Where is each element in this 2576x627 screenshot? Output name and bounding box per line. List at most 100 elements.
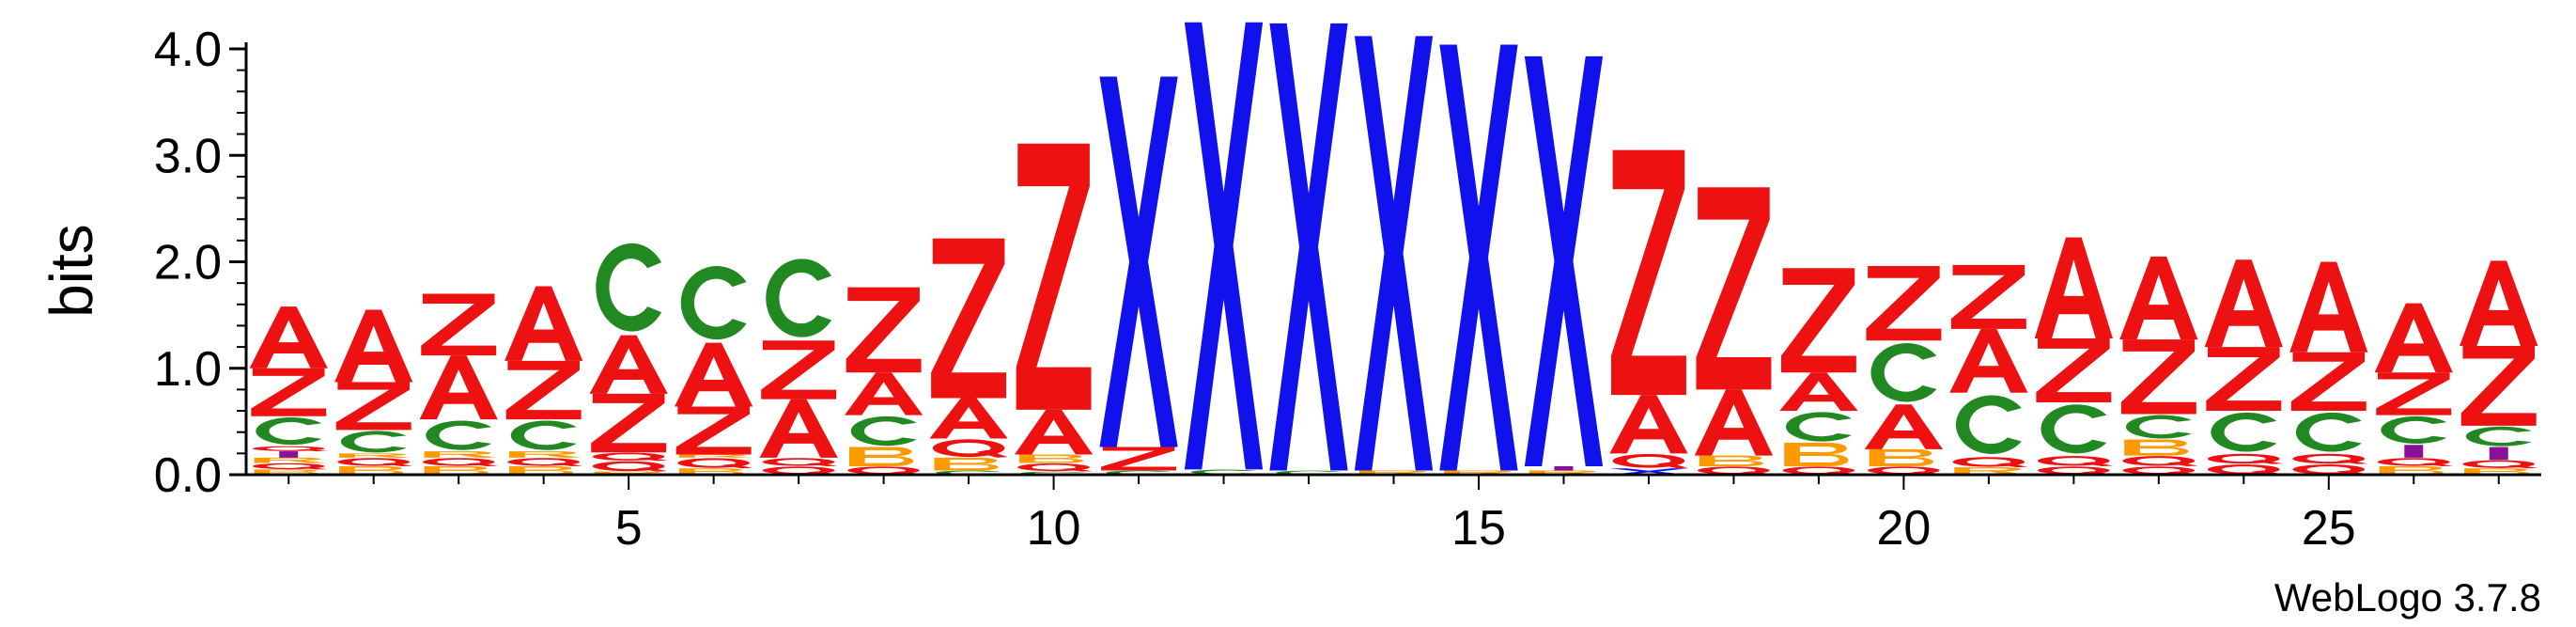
- logo-letter-Z: [335, 382, 411, 431]
- logo-letter-Q: [2292, 464, 2368, 475]
- logo-letter-Q: [2038, 456, 2113, 466]
- logo-letter-Q: [762, 458, 838, 466]
- x-tick-label: 5: [615, 501, 643, 556]
- chart-axes: 0.0 1.0 2.0 3.0 4.0 5 10 15 20 25 bits: [38, 23, 2541, 556]
- logo-letter-C: [2125, 415, 2192, 439]
- logo-letter-Z: [1866, 266, 1942, 341]
- logo-letter-Q: [2207, 453, 2283, 464]
- logo-letter-X: [1184, 22, 1264, 470]
- logo-letter-Q: [592, 461, 668, 472]
- logo-letter-C: [2211, 412, 2277, 452]
- logo-letter-C: [850, 415, 917, 447]
- logo-letter-Q: [507, 458, 583, 466]
- logo-letter-Z: [1101, 447, 1177, 471]
- logo-letter-B: [2124, 439, 2189, 456]
- logo-letter-B: [2464, 468, 2529, 475]
- logo-letter-Q: [1952, 457, 2028, 468]
- logo-letter-Z: [1950, 264, 2026, 329]
- logo-letter-B: [1018, 454, 1084, 463]
- x-ticks: 5 10 15 20 25: [287, 475, 2500, 556]
- logo-letter-A: [589, 335, 668, 394]
- logo-letter-Q: [2292, 453, 2368, 464]
- logo-letter-C: [2381, 415, 2447, 445]
- logo-letter-X: [1439, 44, 1518, 471]
- logo-letter-B: [934, 457, 999, 471]
- logo-letter-Q: [2377, 458, 2453, 466]
- logo-letter-A: [2460, 260, 2538, 346]
- logo-letter-Z: [591, 393, 667, 453]
- logo-letter-Q: [252, 462, 328, 470]
- logo-letter-B: [424, 465, 489, 475]
- y-tick-label: 1.0: [154, 342, 222, 397]
- logo-letter-C: [510, 420, 577, 450]
- logo-letter-C: [680, 266, 747, 340]
- x-tick-label: 25: [2302, 501, 2356, 556]
- logo-letter-R: [424, 451, 497, 458]
- logo-letter-C: [1955, 395, 2022, 455]
- y-tick-label: 0.0: [154, 448, 222, 503]
- logo-letter-B: [848, 447, 914, 466]
- logo-letter-B: [339, 465, 404, 475]
- logo-letter-Q: [592, 452, 668, 462]
- y-tick-label: 4.0: [154, 23, 222, 77]
- logo-letter-Z: [2290, 352, 2367, 412]
- logo-letter-A: [1609, 395, 1688, 454]
- y-tick-label: 2.0: [154, 236, 222, 290]
- logo-letter-C: [340, 431, 407, 453]
- logo-letter-Q: [1017, 462, 1094, 472]
- logo-letter-C: [2041, 404, 2107, 454]
- logo-letter-Q: [2207, 464, 2283, 475]
- logo-letter-Z: [2376, 372, 2452, 415]
- logo-letter-Z: [2460, 345, 2537, 426]
- logo-letter-Z: [931, 238, 1007, 399]
- logo-letter-Z: [2120, 339, 2196, 415]
- logo-letter-A: [1949, 328, 2028, 393]
- x-tick-label: 15: [1451, 501, 1506, 556]
- logo-letter-A: [419, 355, 498, 420]
- logo-letter-Z: [761, 340, 837, 400]
- logo-letter-Z: [2036, 338, 2112, 402]
- logo-letter-Z: [1780, 268, 1856, 373]
- y-tick-label: 3.0: [154, 129, 222, 183]
- logo-letter-X: [1099, 76, 1178, 447]
- logo-letter-C: [2295, 412, 2362, 452]
- logo-letter-A: [2119, 256, 2198, 340]
- logo-letter-B: [679, 468, 744, 475]
- weblogo-credit: WebLogo 3.7.8: [2274, 575, 2541, 619]
- logo-letter-M: [1554, 465, 1574, 471]
- logo-letter-B: [2379, 465, 2444, 475]
- y-ticks: 0.0 1.0 2.0 3.0 4.0: [154, 23, 246, 503]
- logo-letter-X: [1524, 55, 1604, 466]
- logo-letter-B: [1699, 455, 1764, 466]
- logo-letter-Q: [677, 458, 753, 469]
- logo-letter-B: [1869, 448, 1934, 466]
- logo-letter-Q: [932, 439, 1008, 458]
- logo-letter-A: [1779, 372, 1858, 412]
- logo-letter-A: [504, 286, 583, 361]
- logo-letter-R: [679, 454, 752, 458]
- logo-letter-A: [1014, 409, 1094, 455]
- logo-letter-A: [2374, 303, 2453, 373]
- logo-letter-A: [249, 306, 328, 368]
- logo-letter-Z: [1016, 143, 1092, 410]
- logo-letter-C: [596, 243, 662, 332]
- logo-letter-Q: [2462, 460, 2538, 469]
- logo-letter-Q: [1612, 453, 1688, 469]
- x-tick-label: 10: [1027, 501, 1081, 556]
- logo-letter-A: [929, 398, 1008, 439]
- logo-letter-C: [426, 420, 492, 450]
- logo-letter-A: [675, 342, 753, 407]
- logo-letter-A: [334, 309, 413, 383]
- logo-letter-Z: [846, 287, 922, 373]
- logo-letter-R: [339, 453, 411, 458]
- logo-letter-Z: [251, 368, 327, 416]
- logo-letter-Z: [2206, 347, 2282, 412]
- logo-letter-X: [1354, 36, 1434, 471]
- logo-letter-Q: [252, 446, 328, 452]
- logo-letter-C: [766, 259, 832, 337]
- logo-letter-X: [1269, 23, 1348, 471]
- logo-letter-X: [1609, 468, 1688, 475]
- logo-letter-R: [1954, 467, 2026, 475]
- logo-letter-R: [509, 451, 582, 458]
